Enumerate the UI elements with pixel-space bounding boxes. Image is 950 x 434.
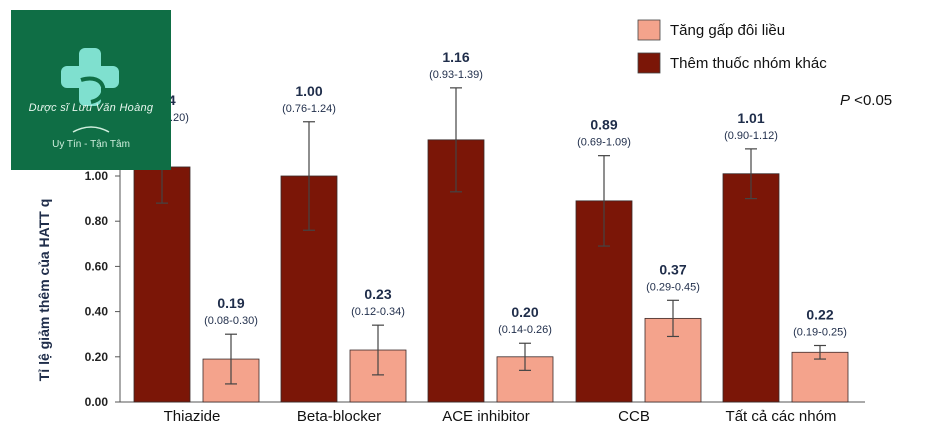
p-value-annotation: P <0.05	[840, 92, 892, 109]
y-axis-label: Tỉ lệ giảm thêm của HATT q	[36, 199, 52, 382]
y-tick-label: 0.00	[85, 395, 109, 409]
ci-label: (0.29-0.45)	[646, 281, 700, 293]
legend-label: Thêm thuốc nhóm khác	[670, 55, 827, 72]
x-category-label: Beta-blocker	[297, 408, 381, 425]
y-tick-label: 0.40	[85, 305, 109, 319]
data-label: 0.22	[806, 307, 833, 323]
p-italic: P	[840, 92, 850, 109]
ci-label: (0.19-0.25)	[793, 327, 847, 339]
data-label: 1.00	[295, 83, 322, 99]
ci-label: (0.90-1.12)	[724, 130, 778, 142]
ci-label: (0.08-0.30)	[204, 315, 258, 327]
bar	[133, 166, 191, 403]
ci-label: (0.76-1.24)	[282, 103, 336, 115]
ci-label: (0.14-0.26)	[498, 324, 552, 336]
x-category-label: Thiazide	[164, 408, 221, 425]
y-tick-label: 0.20	[85, 350, 109, 364]
ci-label: (0.12-0.34)	[351, 306, 405, 318]
watermark-name: Dược sĩ Lưu Văn Hoàng	[28, 102, 154, 114]
ci-label: (0.69-1.09)	[577, 137, 631, 149]
data-label: 0.23	[364, 286, 391, 302]
x-category-label: ACE inhibitor	[442, 408, 530, 425]
pharmacy-cross-icon	[61, 48, 119, 133]
data-label: 0.20	[511, 304, 538, 320]
data-label: 0.19	[217, 295, 244, 311]
data-label: 0.37	[659, 261, 686, 277]
legend-label: Tăng gấp đôi liều	[670, 22, 785, 39]
data-label: 1.01	[737, 110, 764, 126]
x-category-label: Tất cả các nhóm	[726, 408, 837, 425]
ci-label: (0.93-1.39)	[429, 69, 483, 81]
p-threshold: <0.05	[850, 92, 892, 109]
bar	[791, 351, 849, 403]
legend-swatch	[637, 52, 661, 74]
x-category-label: CCB	[618, 408, 650, 425]
y-tick-label: 0.60	[85, 259, 109, 273]
watermark-tagline: Uy Tín - Tận Tâm	[52, 139, 130, 150]
watermark-logo: Dược sĩ Lưu Văn Hoàng Uy Tín - Tận Tâm	[11, 10, 171, 170]
bar	[722, 173, 780, 403]
y-tick-label: 0.80	[85, 214, 109, 228]
data-label: 1.16	[442, 49, 469, 65]
data-label: 0.89	[590, 117, 617, 133]
y-tick-label: 1.00	[85, 169, 109, 183]
legend-swatch	[637, 19, 661, 41]
